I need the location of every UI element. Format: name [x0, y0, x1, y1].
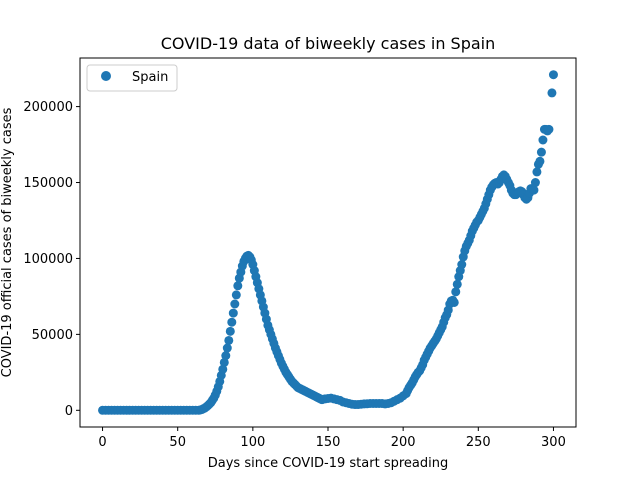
data-point: [538, 135, 548, 145]
legend: Spain: [86, 64, 178, 92]
data-point: [225, 326, 235, 336]
x-tick-label: 0: [98, 435, 106, 450]
x-tick-label: 200: [391, 435, 416, 450]
data-point: [547, 88, 557, 98]
legend-box: [86, 64, 178, 92]
data-point: [224, 335, 234, 345]
x-axis-ticks: 0 50 100 150 200 250 300: [98, 427, 566, 450]
data-point: [227, 317, 237, 327]
y-tick-label: 50000: [32, 328, 73, 343]
y-tick-label: 150000: [23, 176, 73, 191]
data-point: [544, 124, 554, 134]
data-point: [530, 178, 540, 188]
data-point: [218, 364, 228, 374]
data-point: [532, 167, 542, 177]
data-point: [536, 147, 546, 157]
data-point: [457, 260, 467, 270]
data-point: [535, 156, 545, 166]
data-point: [451, 287, 461, 297]
x-tick-label: 300: [541, 435, 566, 450]
plot-frame: [79, 57, 577, 428]
data-point: [219, 357, 229, 367]
x-axis-label: Days since COVID-19 start spreading: [208, 456, 448, 471]
y-axis-label: COVID-19 official cases of biweekly case…: [0, 107, 15, 377]
x-tick-label: 150: [316, 435, 341, 450]
legend-label-spain: Spain: [132, 70, 168, 85]
data-point: [449, 297, 459, 307]
data-point: [230, 299, 240, 309]
data-point: [231, 290, 241, 300]
data-point: [529, 185, 539, 195]
x-tick-label: 250: [466, 435, 491, 450]
y-tick-label: 100000: [23, 252, 73, 267]
y-tick-label: 200000: [23, 100, 73, 115]
data-point: [222, 343, 232, 353]
data-point: [452, 279, 462, 289]
data-points: [98, 70, 558, 415]
data-point: [228, 308, 238, 318]
y-tick-label: 0: [65, 404, 73, 419]
y-axis-ticks: 0 50000 100000 150000 200000: [23, 100, 80, 419]
chart-title: COVID-19 data of biweekly cases in Spain: [161, 34, 496, 53]
x-tick-label: 50: [169, 435, 186, 450]
legend-marker-spain: [101, 71, 111, 81]
x-tick-label: 100: [240, 435, 265, 450]
data-point: [548, 70, 558, 80]
data-point: [233, 281, 243, 291]
data-point: [221, 351, 231, 361]
